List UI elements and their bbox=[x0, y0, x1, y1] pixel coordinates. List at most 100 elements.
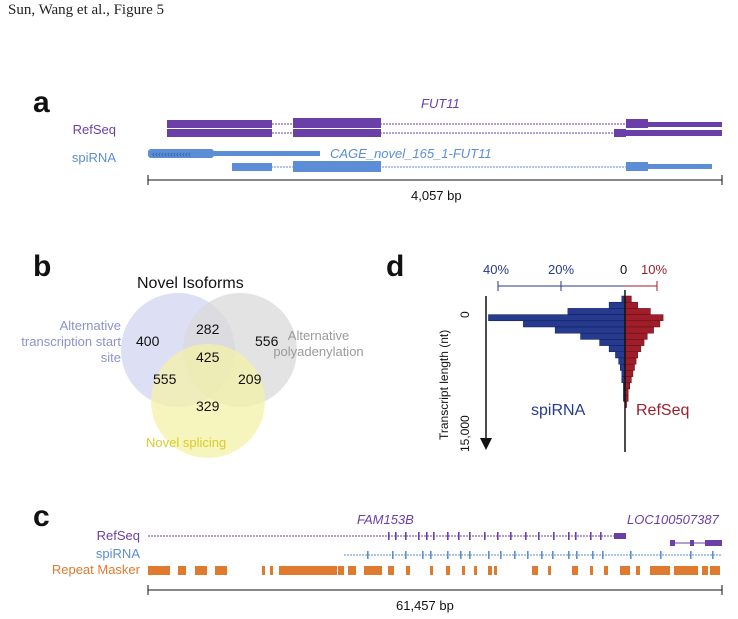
venn-count-tss-splicing: 555 bbox=[153, 371, 177, 387]
spirna-bar bbox=[567, 308, 626, 315]
track-repeat-label-c: Repeat Masker bbox=[51, 562, 140, 577]
refseq-exon bbox=[626, 130, 722, 136]
track-spirna-label-a: spiRNA bbox=[71, 150, 116, 165]
spirna-exon-tick bbox=[367, 551, 369, 559]
refseq-exon bbox=[167, 120, 272, 128]
refseq-bar bbox=[624, 339, 645, 346]
track-refseq-label-a: RefSeq bbox=[72, 122, 116, 137]
gene-fut11-label: FUT11 bbox=[421, 96, 460, 111]
spirna-exon bbox=[648, 164, 712, 169]
repeat-element bbox=[674, 566, 698, 575]
scale-c-label: 61,457 bp bbox=[396, 598, 454, 613]
refseq-exon-tick bbox=[553, 532, 555, 540]
refseq-exon-tick bbox=[447, 532, 449, 540]
spirna-exon-tick bbox=[602, 551, 604, 559]
spirna-exon bbox=[148, 149, 214, 158]
spirna-bar bbox=[599, 339, 626, 346]
spirna-exon-tick bbox=[422, 551, 424, 559]
spirna-exon-tick bbox=[430, 551, 432, 559]
spirna-bar bbox=[523, 320, 626, 328]
repeat-element bbox=[270, 566, 273, 575]
refseq-exon-tick bbox=[600, 532, 602, 540]
refseq-exon-tick bbox=[388, 532, 390, 540]
spirna-bar bbox=[554, 326, 626, 334]
refseq-exon bbox=[614, 533, 626, 539]
repeat-element bbox=[494, 566, 497, 575]
panel-b-label: b bbox=[33, 250, 52, 283]
refseq-exon bbox=[167, 129, 272, 137]
panel-a-label: a bbox=[33, 86, 50, 119]
refseq-exon-tick bbox=[575, 532, 577, 540]
refseq-exon bbox=[648, 122, 722, 127]
venn-label-splicing: Novel splicing bbox=[146, 435, 227, 450]
spirna-bar bbox=[618, 357, 626, 365]
repeat-element bbox=[702, 566, 708, 575]
spirna-exon-tick bbox=[460, 551, 462, 559]
refseq-bar bbox=[624, 301, 638, 309]
refseq-exon-tick bbox=[568, 532, 570, 540]
spirna-exon-tick bbox=[469, 551, 471, 559]
gene-cage-label: CAGE_novel_165_1-FUT11 bbox=[330, 146, 492, 161]
d-series-refseq: RefSeq bbox=[636, 402, 690, 419]
spirna-exon bbox=[214, 151, 320, 156]
venn-count-polya-only: 556 bbox=[255, 333, 279, 349]
spirna-exon-tick bbox=[712, 551, 714, 559]
venn-count-tss-only: 400 bbox=[136, 333, 160, 349]
repeat-element bbox=[262, 566, 265, 575]
track-spirna-label-c: spiRNA bbox=[95, 546, 140, 561]
venn-circle-splicing bbox=[151, 344, 265, 458]
refseq-exon-tick bbox=[538, 532, 540, 540]
spirna-bar bbox=[608, 301, 626, 309]
refseq-exon bbox=[626, 119, 648, 128]
spirna-bar bbox=[488, 314, 626, 322]
repeat-element bbox=[364, 566, 382, 575]
track-refseq-label-c: RefSeq bbox=[96, 528, 140, 543]
venn-count-polya-splicing: 209 bbox=[238, 371, 262, 387]
refseq-exon bbox=[614, 129, 626, 137]
repeat-element bbox=[488, 566, 492, 575]
spirna-exon-tick bbox=[527, 551, 529, 559]
refseq-bar bbox=[624, 295, 632, 303]
repeat-element bbox=[532, 566, 538, 575]
refseq-exon-tick bbox=[497, 532, 499, 540]
spirna-exon-tick bbox=[447, 551, 449, 559]
refseq-bar bbox=[624, 332, 648, 340]
venn-count-all: 425 bbox=[196, 349, 220, 365]
repeat-element bbox=[650, 566, 670, 575]
svg-text:‹‹‹‹‹‹‹‹‹‹‹‹‹: ‹‹‹‹‹‹‹‹‹‹‹‹‹ bbox=[152, 149, 191, 159]
panel-d-label: d bbox=[386, 250, 405, 283]
d-series-spirna: spiRNA bbox=[531, 402, 586, 419]
refseq-bar bbox=[624, 345, 642, 353]
d-xtick-20: 20% bbox=[548, 262, 575, 277]
venn-label-polya: Alternative polyadenylation bbox=[273, 328, 364, 359]
spirna-exon-tick bbox=[500, 551, 502, 559]
refseq-exon-tick bbox=[405, 532, 407, 540]
repeat-element bbox=[388, 566, 394, 575]
spirna-exon-tick bbox=[405, 551, 407, 559]
refseq-exon bbox=[293, 118, 381, 128]
refseq-bar bbox=[624, 314, 664, 322]
repeat-element bbox=[279, 566, 337, 575]
spirna-bar bbox=[608, 345, 626, 353]
refseq-bar bbox=[624, 376, 632, 384]
spirna-exon-tick bbox=[592, 551, 594, 559]
scale-a-label: 4,057 bp bbox=[411, 188, 462, 203]
refseq-bar bbox=[624, 320, 661, 328]
d-xtick-10: 10% bbox=[641, 262, 668, 277]
gene-fam153b-label: FAM153B bbox=[357, 512, 414, 527]
refseq-bar bbox=[624, 370, 634, 377]
refseq-bar bbox=[624, 351, 638, 359]
gene-loc-label: LOC100507387 bbox=[627, 512, 719, 527]
venn-count-splicing-only: 329 bbox=[196, 398, 220, 414]
repeat-element bbox=[446, 566, 450, 575]
repeat-element bbox=[215, 566, 227, 575]
refseq-bar bbox=[624, 326, 654, 334]
spirna-bar bbox=[580, 332, 626, 340]
repeat-element bbox=[195, 566, 207, 575]
spirna-exon-tick bbox=[576, 551, 578, 559]
refseq-exon-tick bbox=[525, 532, 527, 540]
spirna-exon-tick bbox=[690, 551, 692, 559]
repeat-element bbox=[474, 566, 477, 575]
